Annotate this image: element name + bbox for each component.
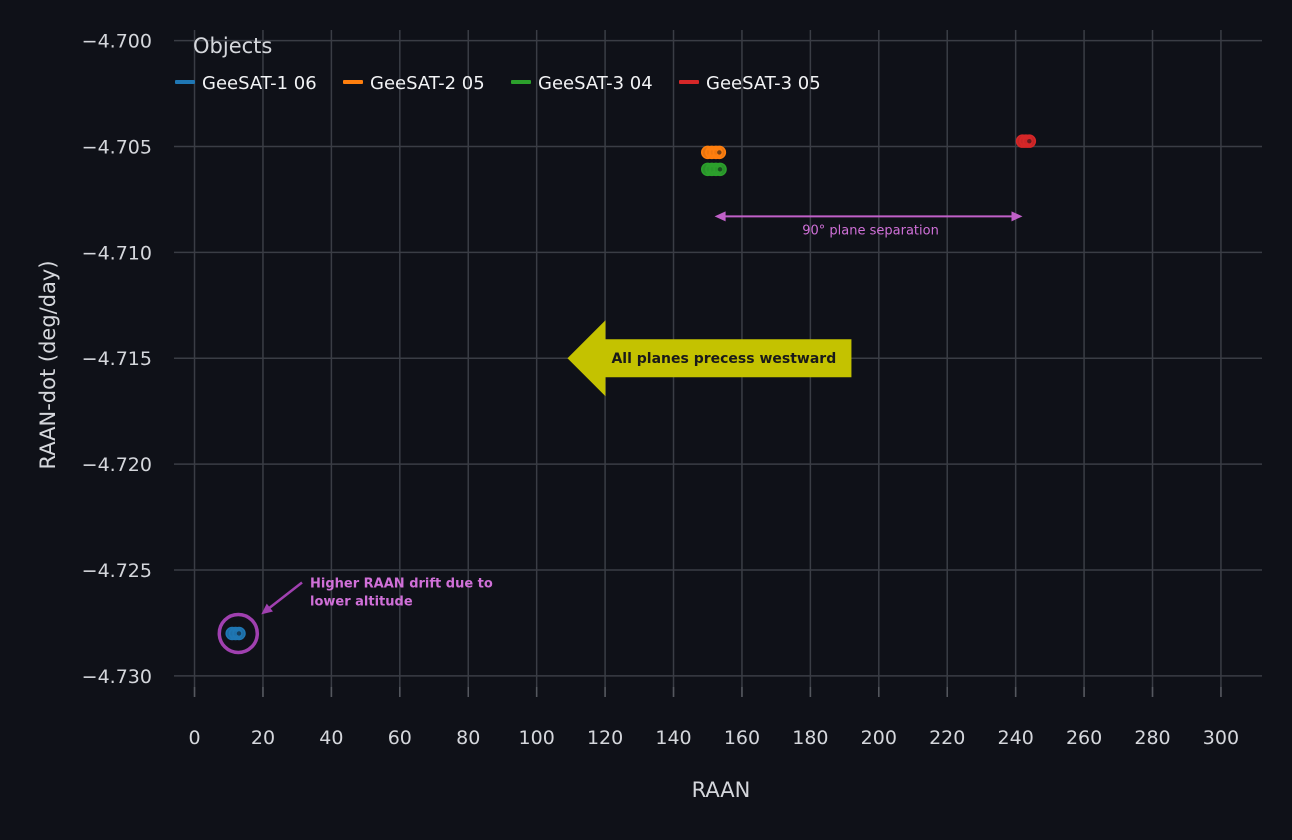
axis-layer: 0 20 40 60 80 100 120 140 160 180 200 220 240 260 280 3… (36, 31, 1239, 802)
altitude-annotation-text: lower altitude (310, 595, 413, 610)
data-point-core (717, 150, 722, 155)
legend-label: GeeSAT-2 05 (370, 73, 485, 94)
x-tick-label: 280 (1134, 727, 1170, 749)
data-point-core (236, 631, 242, 636)
altitude-arrowhead (261, 603, 273, 615)
highlight-ring (217, 612, 260, 655)
x-tick-label: 40 (319, 727, 343, 749)
point-layer (225, 134, 1037, 641)
legend-title: Objects (193, 34, 272, 58)
y-tick-label: −4.730 (82, 666, 152, 688)
legend-label: GeeSAT-1 06 (202, 73, 317, 94)
y-tick-label: −4.710 (82, 242, 152, 264)
x-tick-label: 20 (251, 727, 275, 749)
altitude-arrow-line (265, 581, 303, 612)
x-tick-label: 0 (188, 727, 200, 749)
legend-swatch (343, 80, 363, 84)
plane-separation-label: 90° plane separation (802, 223, 939, 238)
legend-swatch (679, 80, 699, 84)
x-tick-label: 120 (587, 727, 623, 749)
y-tick-label: −4.715 (82, 348, 152, 370)
data-point-core (717, 167, 723, 172)
x-tick-label: 200 (861, 727, 897, 749)
y-tick-label: −4.705 (82, 136, 152, 158)
data-point-core (1027, 138, 1032, 144)
x-tick-label: 180 (792, 727, 828, 749)
legend-swatch (511, 80, 531, 84)
legend-layer: Objects GeeSAT-1 06 GeeSAT-2 05 GeeSAT-3 04… (175, 34, 821, 94)
x-tick-label: 300 (1203, 727, 1239, 749)
legend-swatch (175, 80, 195, 84)
legend-label: GeeSAT-3 04 (538, 73, 653, 94)
x-tick-label: 240 (998, 727, 1034, 749)
x-tick-label: 60 (388, 727, 412, 749)
plane-separation-arrowhead-left (714, 211, 726, 222)
y-tick-label: −4.725 (82, 560, 152, 582)
altitude-annotation-text: Higher RAAN drift due to (310, 577, 493, 592)
x-tick-label: 140 (655, 727, 691, 749)
x-tick-label: 220 (929, 727, 965, 749)
legend-label: GeeSAT-3 05 (706, 73, 821, 94)
x-tick-label: 100 (519, 727, 555, 749)
y-tick-label: −4.720 (82, 454, 152, 476)
westward-block-arrow (567, 320, 852, 397)
x-axis-title: RAAN (692, 778, 751, 802)
y-tick-label: −4.700 (82, 31, 152, 53)
x-tick-label: 160 (724, 727, 760, 749)
y-axis-title: RAAN-dot (deg/day) (36, 260, 60, 469)
annotation-layer: 90° plane separation All planes precess w… (217, 211, 1023, 655)
plane-separation-arrowhead-right (1011, 211, 1023, 222)
x-tick-label: 80 (456, 727, 480, 749)
westward-arrow-label: All planes precess westward (611, 351, 836, 367)
x-tick-label: 260 (1066, 727, 1102, 749)
